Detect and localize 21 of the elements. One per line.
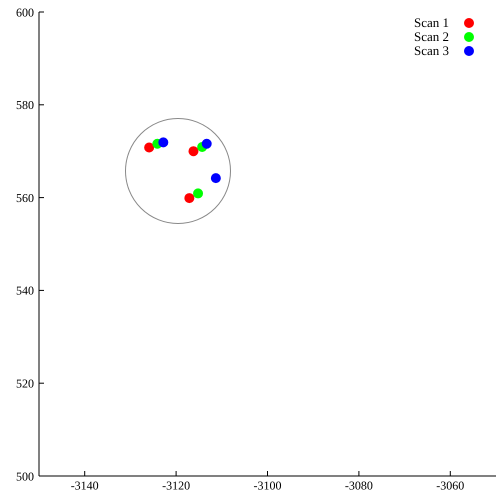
x-tick-label: -3120 (162, 478, 190, 493)
y-tick-label: 580 (16, 98, 34, 112)
y-tick-label: 540 (16, 284, 34, 298)
legend-label: Scan 2 (414, 29, 449, 45)
point (188, 146, 198, 156)
y-tick-label: 500 (16, 469, 34, 484)
y-tick-label: 600 (16, 5, 34, 20)
point (210, 173, 221, 184)
legend-label: Scan 1 (414, 15, 449, 31)
point (202, 138, 212, 149)
x-tick-label: -3100 (254, 478, 282, 493)
x-tick-label: -3060 (436, 478, 464, 493)
legend-label: Scan 3 (414, 43, 449, 59)
x-tick-label: -3080 (344, 478, 373, 493)
x-tick-label: -3140 (70, 478, 99, 493)
point (184, 193, 194, 204)
point (193, 188, 204, 198)
y-tick-label: 560 (16, 190, 34, 205)
point (144, 142, 154, 152)
y-tick-label: 520 (16, 376, 34, 390)
point (158, 137, 168, 148)
